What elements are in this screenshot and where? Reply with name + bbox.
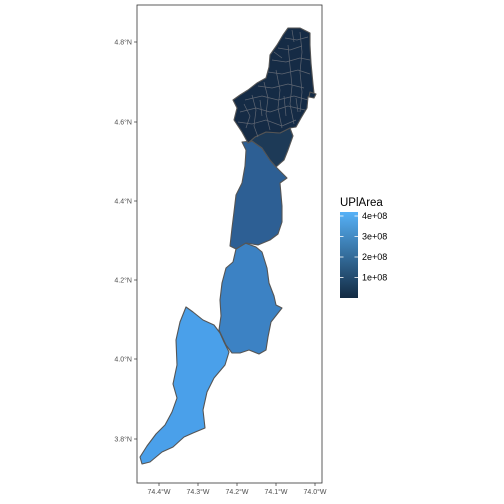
x-tick-label: 74.4°W [147,488,170,496]
x-tick-label: 74.1°W [264,488,287,496]
y-tick-label: 4.2°N [114,277,132,285]
x-axis: 74.4°W 74.3°W 74.2°W 74.1°W 74.0°W [147,483,327,496]
y-axis: 4.8°N 4.6°N 4.4°N 4.2°N 4.0°N 3.8°N [114,39,137,444]
upz-boundaries [237,29,311,138]
legend-label: 4e+08 [362,211,387,221]
x-tick-label: 74.3°W [186,488,209,496]
y-tick-label: 4.4°N [114,198,132,206]
legend-colorbar [340,212,358,298]
region-urban-upz [232,27,315,144]
x-tick-label: 74.0°W [303,488,326,496]
y-tick-label: 4.6°N [114,119,132,127]
legend-label: 2e+08 [362,252,387,262]
y-tick-label: 4.0°N [114,356,132,364]
legend-ticks [340,215,358,278]
legend-label: 1e+08 [362,273,387,283]
district-layer [139,27,317,465]
y-tick-label: 4.8°N [114,39,132,47]
region-south-central-rural [218,242,283,355]
x-tick-label: 74.2°W [225,488,248,496]
urban-east-spur [308,91,317,99]
legend-title: UPlArea [340,197,383,209]
legend-label: 3e+08 [362,232,387,242]
legend: UPlArea 4e+08 3e+08 2e+08 1e+08 [340,197,387,298]
y-tick-label: 3.8°N [114,436,132,444]
